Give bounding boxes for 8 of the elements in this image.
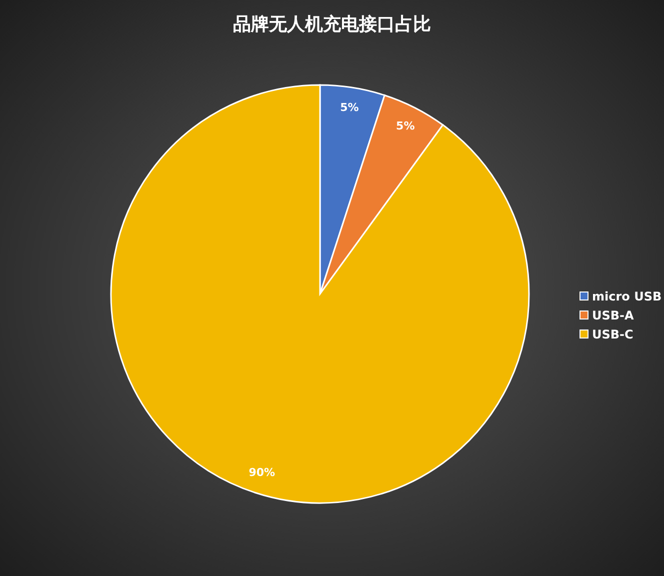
pie-slice bbox=[110, 84, 530, 504]
data-label: 90% bbox=[248, 466, 276, 479]
legend-label: USB-A bbox=[592, 308, 635, 322]
chart-title: 品牌无人机充电接口占比 bbox=[233, 14, 431, 35]
legend-label: USB-C bbox=[592, 327, 634, 342]
data-label: 5% bbox=[396, 119, 415, 132]
data-label: 5% bbox=[340, 101, 359, 114]
legend-label: micro USB bbox=[592, 289, 662, 304]
